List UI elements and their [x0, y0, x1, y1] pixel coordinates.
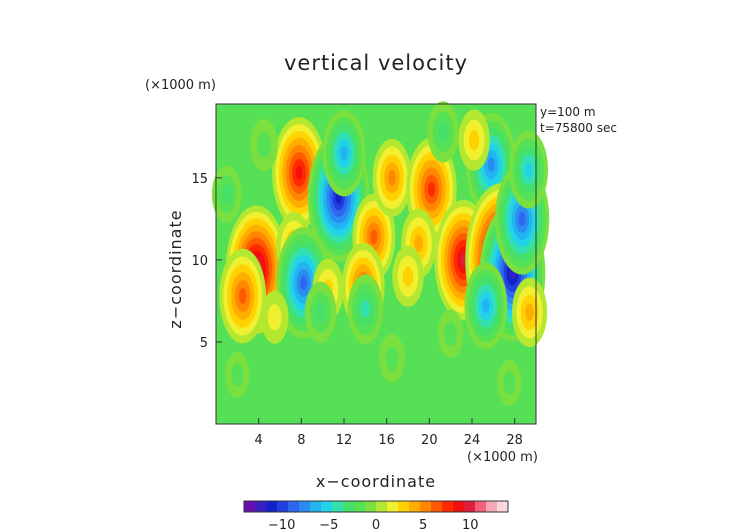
- colorbar-swatch: [277, 501, 289, 512]
- colorbar-tick-label: −10: [268, 518, 295, 532]
- velocity-field: [211, 101, 550, 424]
- contour-band: [468, 129, 480, 151]
- x-tick-label: 12: [336, 433, 353, 448]
- contour-band: [503, 371, 516, 395]
- colorbar-swatch: [420, 501, 432, 512]
- field-feature: [392, 245, 424, 307]
- colorbar-swatch: [486, 501, 498, 512]
- colorbar-swatch: [332, 501, 344, 512]
- y-axis-ticks: 5 10 15: [191, 172, 222, 351]
- x-units-label: (×1000 m): [467, 450, 538, 465]
- colorbar-swatch: [431, 501, 443, 512]
- field-feature: [322, 110, 366, 197]
- field-feature: [347, 274, 383, 344]
- contour-band: [460, 253, 467, 267]
- colorbar-swatch: [266, 501, 278, 512]
- field-feature: [509, 130, 549, 209]
- colorbar-swatch: [255, 501, 267, 512]
- contour-band: [482, 298, 490, 314]
- colorbar-swatch: [321, 501, 333, 512]
- colorbar-swatch: [409, 501, 421, 512]
- colorbar-tick-label: 0: [372, 518, 380, 532]
- x-axis-label: x−coordinate: [316, 472, 436, 491]
- contour-band: [438, 121, 449, 143]
- colorbar-swatch: [310, 501, 322, 512]
- colorbar-tick-label: 5: [419, 518, 427, 532]
- colorbar-tick-label: 10: [462, 518, 479, 532]
- contour-band: [487, 157, 495, 173]
- contour-band: [340, 146, 348, 161]
- contour-band: [402, 266, 414, 287]
- colorbar-swatch: [288, 501, 300, 512]
- contour-band: [257, 131, 271, 159]
- field-feature: [437, 309, 464, 359]
- contour-band: [300, 275, 307, 290]
- colorbar-swatch: [453, 501, 465, 512]
- annotation-t: t=75800 sec: [540, 121, 617, 135]
- x-tick-label: 28: [506, 433, 523, 448]
- field-feature: [464, 262, 508, 350]
- colorbar-frame: [243, 500, 509, 513]
- colorbar-swatch: [475, 501, 487, 512]
- y-tick-label: 15: [191, 172, 208, 187]
- x-tick-label: 24: [464, 433, 481, 448]
- contour-band: [524, 161, 533, 178]
- y-axis-label: z−coordinate: [166, 209, 185, 328]
- y-tick-label: 10: [191, 254, 208, 269]
- contour-band: [385, 346, 399, 371]
- field-feature: [211, 165, 242, 223]
- field-feature: [511, 277, 548, 348]
- colorbar: −10 −5 0 5 10: [243, 500, 509, 532]
- x-tick-label: 8: [297, 433, 305, 448]
- colorbar-swatch: [244, 501, 256, 512]
- field-feature: [260, 290, 289, 344]
- contour-band: [388, 170, 396, 186]
- colorbar-swatch: [376, 501, 388, 512]
- colorbar-swatch: [299, 501, 311, 512]
- contour-band: [525, 303, 534, 322]
- colorbar-swatch: [442, 501, 454, 512]
- contour-band: [315, 302, 326, 323]
- field-feature: [458, 109, 490, 171]
- y-tick-label: 5: [200, 336, 208, 351]
- field-feature: [219, 248, 266, 344]
- chart-title: vertical velocity: [284, 51, 468, 75]
- field-feature: [372, 138, 412, 217]
- plot-frame: [215, 103, 537, 425]
- contour-band: [267, 304, 282, 331]
- colorbar-swatch: [354, 501, 366, 512]
- y-units-label: (×1000 m): [145, 78, 216, 93]
- field-blobs: [211, 101, 550, 406]
- x-tick-label: 20: [421, 433, 438, 448]
- field-feature: [225, 351, 250, 398]
- colorbar-swatch: [398, 501, 410, 512]
- field-feature: [427, 101, 459, 163]
- contour-band: [427, 181, 436, 197]
- colorbar-swatch: [387, 501, 399, 512]
- contour-band: [518, 211, 526, 226]
- annotation-y: y=100 m: [540, 105, 596, 119]
- colorbar-swatch: [497, 501, 509, 512]
- x-tick-label: 16: [378, 433, 395, 448]
- colorbar-tick-label: −5: [319, 518, 338, 532]
- contour-band: [370, 229, 378, 245]
- contour-band: [295, 165, 303, 180]
- field-feature: [304, 281, 337, 344]
- field-feature: [379, 334, 405, 383]
- contour-band: [444, 321, 458, 346]
- x-axis-ticks: 4 8 12 16 20 24 28: [255, 418, 523, 448]
- contour-band: [414, 234, 424, 253]
- x-tick-label: 4: [255, 433, 263, 448]
- contour-band: [231, 363, 244, 387]
- colorbar-swatch: [464, 501, 476, 512]
- contour-band: [238, 288, 247, 304]
- colorbar-swatch: [343, 501, 355, 512]
- contour-band: [360, 300, 370, 318]
- field-feature: [497, 359, 522, 406]
- contour-band: [221, 184, 232, 204]
- colorbar-swatch: [365, 501, 377, 512]
- field-feature: [250, 118, 278, 172]
